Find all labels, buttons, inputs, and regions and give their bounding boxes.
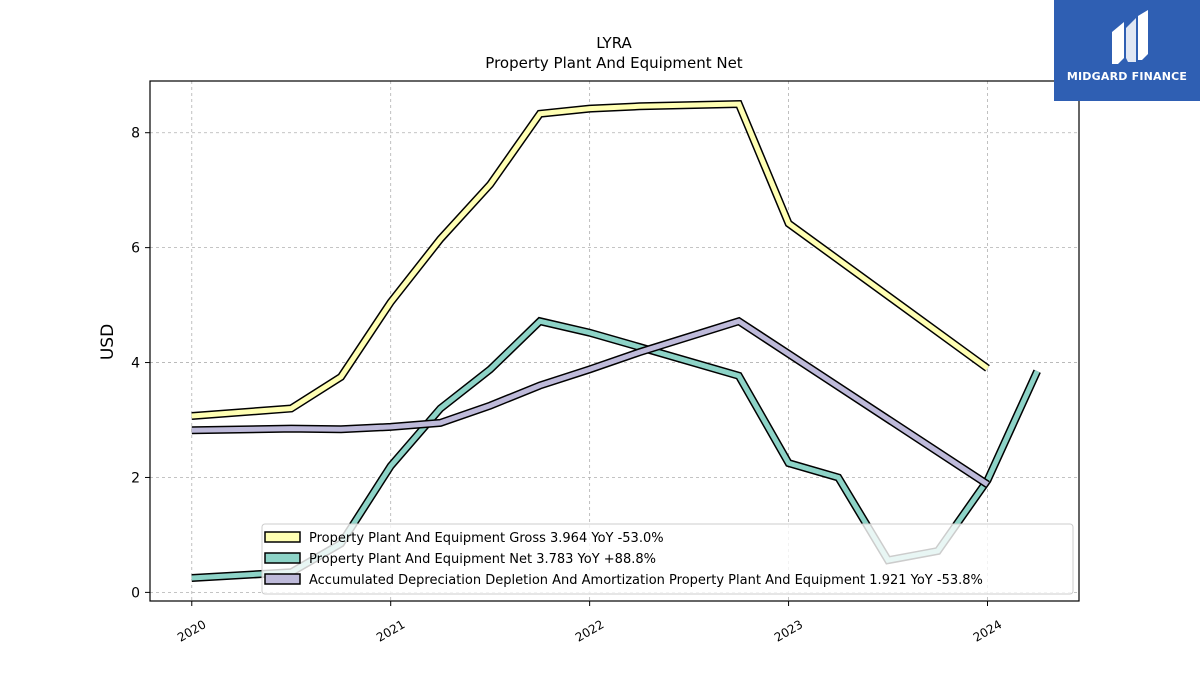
y-axis-label: USD <box>98 324 118 360</box>
y-tick-label: 4 <box>131 356 140 372</box>
legend-label-2: Property Plant And Equipment Net 3.783 Y… <box>309 552 656 567</box>
series-lines <box>191 99 1041 582</box>
legend-box <box>261 523 1074 595</box>
y-tick-label: 6 <box>131 241 140 257</box>
legend-label-3: Accumulated Depreciation Depletion And A… <box>309 573 983 588</box>
x-tick-label: 2024 <box>971 617 1004 644</box>
y-tick-label: 8 <box>131 126 140 142</box>
y-tick-label: 2 <box>131 470 140 486</box>
y-tick-label: 0 <box>131 585 140 601</box>
chart-subtitle: Property Plant And Equipment Net <box>485 54 742 72</box>
midgard-finance-logo: MIDGARD FINANCE <box>1054 0 1200 101</box>
chart-title: LYRA <box>596 34 632 52</box>
legend: Property Plant And Equipment Gross 3.964… <box>261 523 1074 595</box>
legend-swatch-2 <box>264 552 301 564</box>
legend-swatch-1 <box>264 531 301 543</box>
series-3-stroke <box>191 318 989 487</box>
x-tick-label: 2021 <box>374 617 407 644</box>
series-1-stroke <box>191 101 989 419</box>
legend-swatch-3 <box>264 573 301 585</box>
series-3-line <box>191 316 990 488</box>
x-tick-label: 2023 <box>772 617 805 644</box>
legend-label-1: Property Plant And Equipment Gross 3.964… <box>309 531 664 546</box>
logo-text: MIDGARD FINANCE <box>1066 70 1188 83</box>
plot-frame <box>149 80 1080 602</box>
series-1-line <box>191 99 990 420</box>
midgard-logo-icon <box>1112 10 1148 64</box>
x-tick-label: 2022 <box>573 617 606 644</box>
x-tick-label: 2020 <box>175 617 208 644</box>
